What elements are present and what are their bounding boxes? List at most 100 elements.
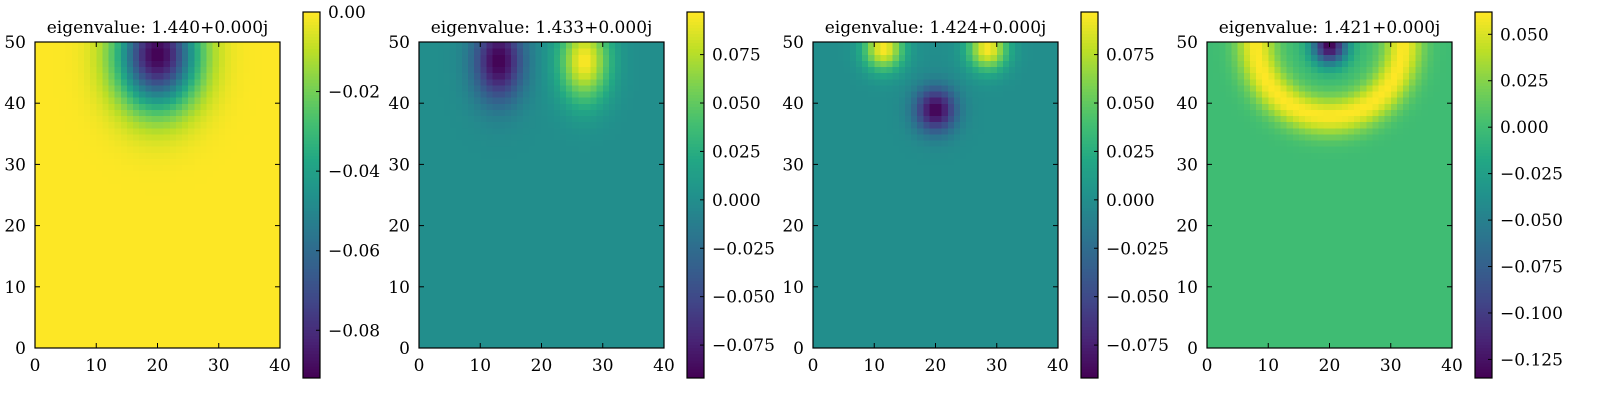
heatmap-cell xyxy=(517,299,524,306)
heatmap-cell xyxy=(486,280,494,288)
heatmap-cell xyxy=(41,201,48,208)
heatmap-cell xyxy=(437,219,445,227)
heatmap-cell xyxy=(425,103,432,110)
heatmap-cell xyxy=(231,72,238,80)
heatmap-cell xyxy=(523,54,530,61)
heatmap-cell xyxy=(843,286,851,294)
heatmap-cell xyxy=(510,219,518,227)
heatmap-cell xyxy=(510,201,518,208)
heatmap-cell xyxy=(990,256,998,263)
heatmap-cell xyxy=(237,84,244,92)
heatmap-cell xyxy=(53,139,61,147)
heatmap-cell xyxy=(71,188,79,196)
heatmap-cell xyxy=(175,60,183,68)
heatmap-cell xyxy=(84,213,91,221)
heatmap-cell xyxy=(584,54,592,61)
heatmap-cell xyxy=(911,262,918,270)
heatmap-cell xyxy=(510,42,518,49)
heatmap-cell xyxy=(929,311,937,318)
heatmap-cell xyxy=(126,60,134,68)
heatmap-cell xyxy=(243,207,250,214)
heatmap-cell xyxy=(218,274,226,282)
heatmap-cell xyxy=(108,213,116,221)
heatmap-cell xyxy=(255,243,263,251)
colorbar-segment xyxy=(687,33,704,37)
heatmap-cell xyxy=(813,305,820,312)
heatmap-cell xyxy=(627,286,634,294)
heatmap-cell xyxy=(182,158,189,165)
heatmap-cell xyxy=(163,250,171,257)
heatmap-cell xyxy=(267,97,275,104)
heatmap-cell xyxy=(169,72,177,80)
heatmap-cell xyxy=(498,42,506,49)
heatmap-cell xyxy=(77,335,85,343)
heatmap-cell xyxy=(188,152,195,159)
heatmap-cell xyxy=(602,317,610,325)
colorbar-tick-label: −0.050 xyxy=(712,288,775,308)
heatmap-cell xyxy=(47,262,54,270)
heatmap-cell xyxy=(517,188,524,196)
heatmap-cell xyxy=(941,274,949,282)
heatmap-cell xyxy=(1009,323,1016,331)
heatmap-cell xyxy=(455,262,463,270)
heatmap-cell xyxy=(627,225,634,233)
colorbar-segment xyxy=(687,313,704,318)
heatmap-cell xyxy=(243,170,250,178)
heatmap-cell xyxy=(267,182,275,190)
heatmap-cell xyxy=(535,274,543,282)
heatmap-cell xyxy=(1027,280,1035,288)
heatmap-cell xyxy=(53,268,61,276)
heatmap-cell xyxy=(71,268,79,276)
heatmap-cell xyxy=(517,237,524,245)
heatmap-cell xyxy=(224,188,232,196)
heatmap-cell xyxy=(243,280,250,288)
heatmap-cell xyxy=(559,127,567,135)
heatmap-cell xyxy=(443,274,451,282)
heatmap-cell xyxy=(553,317,561,325)
heatmap-cell xyxy=(615,84,622,92)
heatmap-cell xyxy=(224,286,232,294)
heatmap-cell xyxy=(633,213,641,221)
heatmap-cell xyxy=(578,243,585,251)
heatmap-cell xyxy=(114,170,122,178)
heatmap-cell xyxy=(431,103,438,110)
heatmap-cell xyxy=(102,237,110,245)
heatmap-cell xyxy=(517,66,524,74)
heatmap-cell xyxy=(584,66,592,74)
heatmap-cell xyxy=(163,127,171,135)
heatmap-cell xyxy=(651,97,659,104)
heatmap-cell xyxy=(96,341,103,349)
heatmap-cell xyxy=(966,305,973,312)
heatmap-cell xyxy=(657,335,665,343)
heatmap-cell xyxy=(169,329,177,337)
heatmap-cell xyxy=(461,268,469,276)
heatmap-cell xyxy=(651,54,659,61)
heatmap-cell xyxy=(206,84,214,92)
heatmap-cell xyxy=(224,323,232,331)
heatmap-cell xyxy=(1039,329,1047,337)
colorbar-segment xyxy=(303,283,320,288)
heatmap-cell xyxy=(1015,268,1022,276)
heatmap-cell xyxy=(237,127,244,135)
colorbar-segment xyxy=(303,195,320,199)
heatmap-cell xyxy=(96,146,103,153)
heatmap-cell xyxy=(126,286,134,294)
heatmap-cell xyxy=(255,158,263,165)
heatmap-cell xyxy=(935,268,943,276)
heatmap-cell xyxy=(212,317,220,325)
heatmap-cell xyxy=(59,341,67,349)
heatmap-cell xyxy=(590,97,598,104)
heatmap-cell xyxy=(547,188,555,196)
heatmap-cell xyxy=(627,305,634,312)
heatmap-cell xyxy=(108,207,116,214)
heatmap-cell xyxy=(231,188,238,196)
heatmap-cell xyxy=(449,305,457,312)
heatmap-cell xyxy=(90,146,97,153)
heatmap-cell xyxy=(243,341,250,349)
heatmap-cell xyxy=(474,152,481,159)
colorbar-segment xyxy=(687,82,704,86)
heatmap-cell xyxy=(578,90,585,98)
heatmap-cell xyxy=(449,182,457,190)
heatmap-cell xyxy=(455,66,463,74)
